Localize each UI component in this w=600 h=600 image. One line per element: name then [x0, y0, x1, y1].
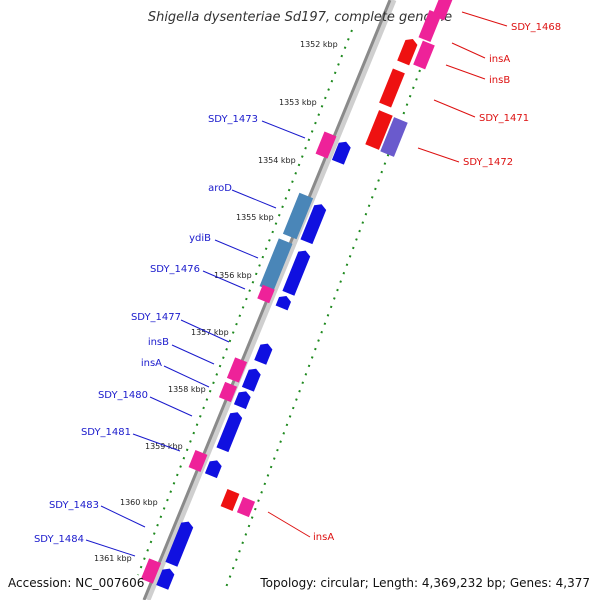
gene-arrow-ydib [259, 238, 293, 292]
kbp-label-1356: 1356 kbp [214, 271, 252, 280]
gene-arrow-sdy1468-a [432, 0, 454, 21]
gene-arrow-insa-lower-pink [236, 496, 256, 518]
kbp-label-1360: 1360 kbp [120, 498, 158, 507]
kbp-label-1361: 1361 kbp [94, 554, 132, 563]
kbp-label-1359: 1359 kbp [145, 442, 183, 451]
gene-arrow-sdy1484-pink [140, 558, 162, 584]
gene-arrow-arod [282, 192, 314, 240]
gene-label-sdy1484: SDY_1484 [34, 534, 84, 545]
gene-label-sdy1483: SDY_1483 [49, 500, 99, 511]
accession-text: Accession: NC_007606 [8, 576, 144, 590]
gene-arrow-sdy1484-blue [156, 568, 175, 590]
gene-arrow-insb [226, 357, 248, 383]
gene-label-insa-lower: insA [313, 532, 334, 543]
gene-label-sdy1476: SDY_1476 [150, 264, 200, 275]
gene-arrow-sdy1473-pink [315, 131, 337, 159]
tick-rail-left [137, 29, 353, 576]
gene-label-sdy1472: SDY_1472 [463, 157, 513, 168]
gene-label-insa: insA [141, 358, 162, 369]
kbp-label-1354: 1354 kbp [258, 156, 296, 165]
forward-gene-labels: SDY_1473 aroD ydiB SDY_1476 SDY_1477 ins… [34, 114, 258, 545]
gene-label-insb: insB [148, 337, 169, 348]
gene-arrow-insb-blue [241, 368, 261, 392]
genome-backbone-shadow [145, 0, 397, 600]
gene-arrow-sdy1477 [254, 343, 273, 365]
gene-label-arod: aroD [208, 183, 232, 194]
gene-label-sdy1473: SDY_1473 [208, 114, 258, 125]
gene-arrow-reverse-red-1 [397, 39, 418, 66]
kbp-label-1353: 1353 kbp [279, 98, 317, 107]
gene-arrow-ydib-blue [282, 250, 311, 296]
gene-label-sdy1471: SDY_1471 [479, 113, 529, 124]
gene-arrow-insa [218, 381, 238, 403]
gene-arrow-insb-reverse [379, 68, 405, 108]
gene-arrow-sdy1481-blue [204, 460, 222, 479]
kbp-scale: 1352 kbp 1353 kbp 1354 kbp 1355 kbp 1356… [94, 40, 338, 563]
gene-arrow-sdy1476-blue [275, 296, 292, 311]
kbp-label-1355: 1355 kbp [236, 213, 274, 222]
gene-arrow-sdy1472 [380, 117, 408, 157]
genome-summary-text: Topology: circular; Length: 4,369,232 bp… [259, 576, 590, 590]
gene-arrow-sdy1480 [216, 412, 243, 453]
gene-label-sdy1481: SDY_1481 [81, 427, 131, 438]
gene-label-sdy1477: SDY_1477 [131, 312, 181, 323]
gene-arrow-sdy1481 [188, 450, 208, 472]
gene-arrow-sdy1476 [257, 284, 275, 304]
gene-arrow-sdy1473-blue [331, 141, 351, 165]
gene-arrow-arod-blue [300, 204, 327, 245]
kbp-label-1352: 1352 kbp [300, 40, 338, 49]
gene-arrow-sdy1483 [165, 521, 194, 567]
gene-arrow-sdy1471 [365, 110, 393, 150]
gene-arrow-sdy1468-b [418, 9, 442, 43]
reverse-leaders [267, 11, 508, 538]
gene-label-sdy1480: SDY_1480 [98, 390, 148, 401]
gene-features [140, 0, 454, 590]
map-title: Shigella dysenteriae Sd197, complete gen… [148, 10, 452, 25]
gene-arrow-insa-lower-red [220, 489, 240, 511]
gene-label-insb-reverse: insB [489, 75, 510, 86]
forward-leaders [85, 120, 306, 557]
gene-label-sdy1468: SDY_1468 [511, 22, 561, 33]
kbp-label-1358: 1358 kbp [168, 385, 206, 394]
gene-arrow-insa-reverse [413, 40, 435, 70]
reverse-gene-labels: SDY_1468 insA insB SDY_1471 SDY_1472 ins… [313, 22, 561, 543]
kbp-label-1357: 1357 kbp [191, 328, 229, 337]
gene-label-insa-reverse: insA [489, 54, 510, 65]
gene-arrow-insa-blue [233, 391, 251, 410]
gene-label-ydib: ydiB [189, 233, 211, 244]
